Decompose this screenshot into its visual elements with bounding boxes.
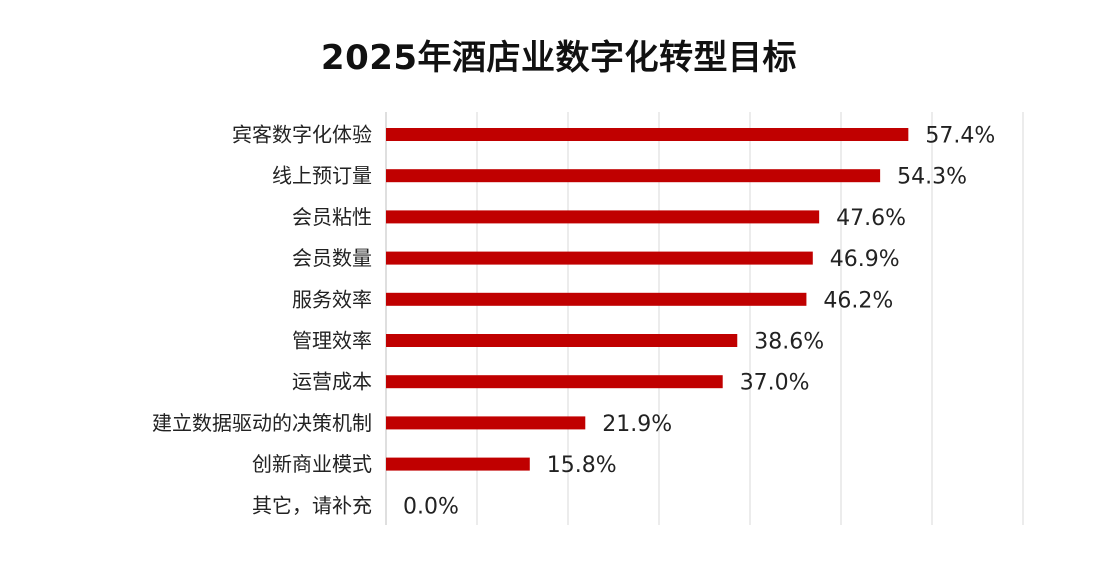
bar [386,375,723,389]
category-label: 运营成本 [292,370,372,394]
value-label: 57.4% [925,124,995,149]
value-label: 0.0% [403,494,459,519]
category-label: 线上预订量 [272,164,372,188]
category-label: 管理效率 [292,329,372,353]
category-label: 建立数据驱动的决策机制 [152,411,372,435]
bar [386,416,586,430]
bar [386,457,530,471]
labels: 宾客数字化体验 57.4% 线上预订量 54.3% 会员粘性 47.6% 会员数量 46.9%… [152,123,995,520]
value-label: 37.0% [740,371,810,396]
bars [386,128,909,471]
bar [386,334,738,347]
value-label: 46.9% [830,247,900,272]
bar [386,169,881,183]
category-label: 会员数量 [292,246,372,270]
value-label: 46.2% [823,288,893,313]
value-label: 21.9% [602,412,672,437]
category-label: 创新商业模式 [252,452,372,476]
category-label: 其它，请补充 [252,493,372,517]
chart-title: 2025年酒店业数字化转型目标 [320,38,798,78]
category-label: 服务效率 [292,287,372,311]
bar [386,128,909,141]
bar [386,210,820,224]
value-label: 47.6% [836,206,906,231]
value-label: 54.3% [897,165,967,190]
bar [386,251,813,265]
bar [386,292,807,306]
value-label: 15.8% [547,453,617,478]
category-label: 会员粘性 [292,205,372,229]
value-label: 38.6% [754,330,824,355]
category-label: 宾客数字化体验 [232,123,372,147]
